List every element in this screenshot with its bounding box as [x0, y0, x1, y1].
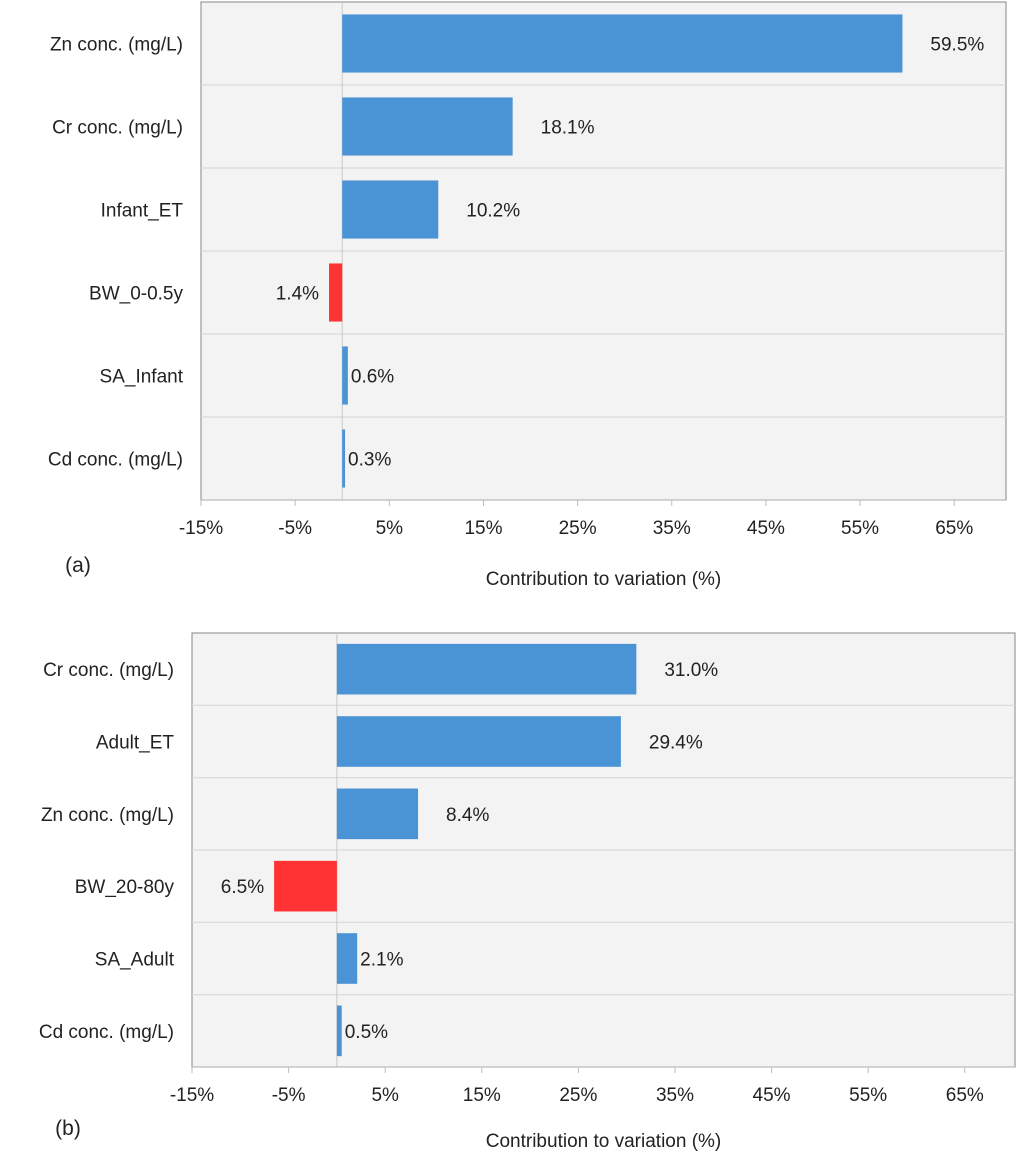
- value-label: 18.1%: [541, 118, 595, 139]
- x-tick-label: 15%: [464, 518, 502, 539]
- bar-positive: [342, 97, 513, 156]
- x-tick-label: 35%: [656, 1085, 694, 1106]
- x-tick-label: -5%: [272, 1085, 306, 1106]
- x-tick-label: -15%: [170, 1085, 214, 1106]
- category-label: SA_Infant: [100, 367, 184, 388]
- value-label: 59.5%: [930, 35, 984, 56]
- bar-positive: [342, 180, 439, 239]
- bar-positive: [336, 1005, 342, 1057]
- value-label: 8.4%: [446, 805, 489, 826]
- category-label: Adult_ET: [96, 733, 175, 754]
- x-tick-label: 5%: [371, 1085, 399, 1106]
- x-tick-label: 55%: [841, 518, 879, 539]
- x-tick-label: 35%: [653, 518, 691, 539]
- x-tick-label: 25%: [559, 1085, 597, 1106]
- x-tick-label: 65%: [935, 518, 973, 539]
- x-axis-title: Contribution to variation (%): [486, 569, 722, 590]
- category-label: Zn conc. (mg/L): [50, 35, 183, 56]
- panel-label: (a): [65, 554, 91, 577]
- value-label: 0.3%: [348, 450, 391, 471]
- category-label: Cd conc. (mg/L): [39, 1022, 174, 1043]
- category-label: BW_20-80y: [75, 877, 175, 898]
- bar-positive: [342, 346, 348, 405]
- value-label: 10.2%: [466, 201, 520, 222]
- x-tick-label: 25%: [559, 518, 597, 539]
- bar-positive: [342, 14, 903, 73]
- x-tick-label: 5%: [376, 518, 404, 539]
- bar-positive: [336, 933, 358, 984]
- category-label: Cd conc. (mg/L): [48, 450, 183, 471]
- x-tick-label: -15%: [179, 518, 223, 539]
- category-label: Infant_ET: [101, 201, 184, 222]
- x-tick-label: 45%: [747, 518, 785, 539]
- category-label: Cr conc. (mg/L): [43, 660, 174, 681]
- category-label: BW_0-0.5y: [89, 284, 183, 305]
- value-label: 6.5%: [221, 877, 264, 898]
- x-tick-label: 65%: [946, 1085, 984, 1106]
- x-tick-label: -5%: [278, 518, 312, 539]
- x-tick-label: 15%: [463, 1085, 501, 1106]
- chart-panel-a: -15% -5% 5% 15% 25% 35% 45% 55% 65% Contribution …: [48, 1, 1007, 590]
- bar-positive: [336, 788, 419, 840]
- value-label: 1.4%: [276, 284, 319, 305]
- bar-positive: [336, 716, 621, 767]
- value-label: 2.1%: [360, 950, 403, 971]
- category-label: Cr conc. (mg/L): [52, 118, 183, 139]
- bar-positive: [336, 643, 637, 695]
- x-axis-title: Contribution to variation (%): [486, 1131, 722, 1152]
- bar-negative: [274, 860, 337, 912]
- value-label: 0.6%: [351, 367, 394, 388]
- bar-positive: [342, 429, 346, 488]
- x-tick-label: 55%: [849, 1085, 887, 1106]
- value-label: 29.4%: [649, 733, 703, 754]
- chart-panel-b: -15% -5% 5% 15% 25% 35% 45% 55% 65% Contribution …: [39, 632, 1016, 1152]
- bar-negative: [329, 263, 343, 322]
- panel-label: (b): [55, 1117, 81, 1140]
- category-label: Zn conc. (mg/L): [41, 805, 174, 826]
- value-label: 31.0%: [664, 660, 718, 681]
- value-label: 0.5%: [345, 1022, 388, 1043]
- category-label: SA_Adult: [95, 950, 175, 971]
- x-tick-label: 45%: [753, 1085, 791, 1106]
